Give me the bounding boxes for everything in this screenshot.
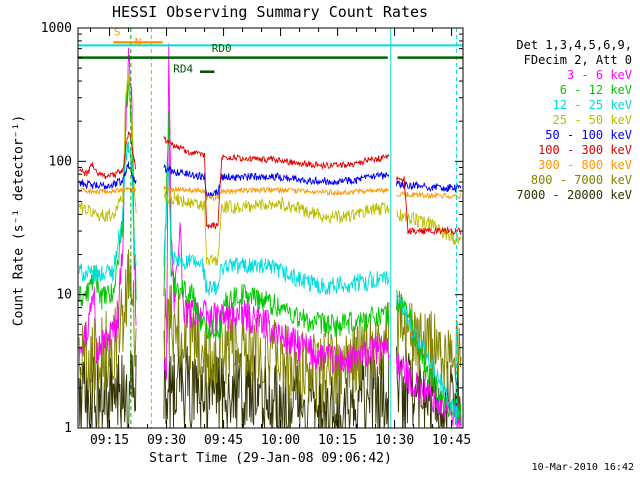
legend-entry-300-800-keV: 300 - 800 keV bbox=[538, 158, 632, 172]
series-line-12-25-keV bbox=[396, 293, 460, 422]
x-tick-label: 10:30 bbox=[375, 433, 414, 448]
x-tick-label: 10:45 bbox=[432, 433, 471, 448]
legend-entry-3-6-keV: 3 - 6 keV bbox=[566, 68, 632, 82]
legend-decimation-attenuator: FDecim 2, Att 0 bbox=[523, 53, 632, 67]
x-tick-label: 09:15 bbox=[90, 433, 129, 448]
legend-entry-50-100-keV: 50 - 100 keV bbox=[545, 128, 632, 142]
legend-entry-6-12-keV: 6 - 12 keV bbox=[559, 83, 632, 97]
series-line-6-12-keV bbox=[396, 289, 462, 425]
y-tick-label: 1000 bbox=[41, 21, 72, 36]
series-line-6-12-keV bbox=[163, 110, 390, 339]
series-line-3-6-keV bbox=[78, 47, 137, 365]
series-line-6-12-keV bbox=[78, 79, 137, 310]
series-line-300-800-keV bbox=[396, 190, 462, 200]
annotation-label-s: S bbox=[114, 25, 121, 38]
series-line-300-800-keV bbox=[78, 186, 137, 195]
series-line-12-25-keV bbox=[78, 141, 137, 284]
series-line-7000-20000-keV bbox=[78, 351, 137, 429]
series-line-50-100-keV bbox=[78, 161, 137, 190]
y-tick-label: 1 bbox=[64, 421, 72, 436]
legend-detector-list: Det 1,3,4,5,6,9, bbox=[516, 38, 632, 52]
x-tick-label: 10:00 bbox=[261, 433, 300, 448]
legend-entry-7000-20000-keV: 7000 - 20000 keV bbox=[516, 188, 632, 202]
series-line-25-50-keV bbox=[396, 209, 462, 245]
legend-entry-12-25-keV: 12 - 25 keV bbox=[552, 98, 632, 112]
y-tick-label: 100 bbox=[49, 154, 72, 169]
chart-title: HESSI Observing Summary Count Rates bbox=[111, 3, 429, 21]
x-tick-label: 09:45 bbox=[204, 433, 243, 448]
legend-entry-100-300-keV: 100 - 300 keV bbox=[538, 143, 632, 157]
series-line-300-800-keV bbox=[163, 184, 390, 202]
series-line-100-300-keV bbox=[78, 131, 137, 179]
series-line-25-50-keV bbox=[163, 190, 390, 266]
plot-frame bbox=[77, 27, 464, 429]
legend-entry-25-50-keV: 25 - 50 keV bbox=[552, 113, 632, 127]
series-line-100-300-keV bbox=[396, 176, 462, 236]
annotation-label-rd4: RD4 bbox=[173, 62, 193, 75]
y-axis-label: Count Rate (s⁻¹ detector⁻¹) bbox=[11, 114, 27, 327]
legend-entries: 3 - 6 keV 6 - 12 keV 12 - 25 keV 25 - 50 ke… bbox=[516, 68, 632, 203]
x-axis-label: Start Time (29-Jan-08 09:06:42) bbox=[149, 451, 392, 466]
series-line-3-6-keV bbox=[163, 43, 390, 381]
series-line-50-100-keV bbox=[396, 180, 462, 193]
plot-creation-timestamp: 10-Mar-2010 16:42 bbox=[531, 462, 634, 473]
x-tick-label: 10:15 bbox=[318, 433, 357, 448]
series-line-12-25-keV bbox=[163, 164, 390, 296]
series-line-50-100-keV bbox=[163, 163, 390, 198]
legend: Det 1,3,4,5,6,9, FDecim 2, Att 0 3 - 6 k… bbox=[516, 38, 632, 203]
x-tick-label: 09:30 bbox=[147, 433, 186, 448]
series-line-800-7000-keV bbox=[396, 290, 462, 395]
y-tick-label: 10 bbox=[56, 288, 72, 303]
series-line-800-7000-keV bbox=[78, 249, 137, 395]
legend-entry-800-7000-keV: 800 - 7000 keV bbox=[530, 173, 632, 187]
series-line-25-50-keV bbox=[78, 74, 137, 223]
series-line-7000-20000-keV bbox=[396, 346, 462, 429]
annotation-label-n: N bbox=[135, 36, 142, 49]
annotation-label-rd0: RD0 bbox=[212, 42, 232, 55]
series-line-100-300-keV bbox=[163, 136, 390, 230]
